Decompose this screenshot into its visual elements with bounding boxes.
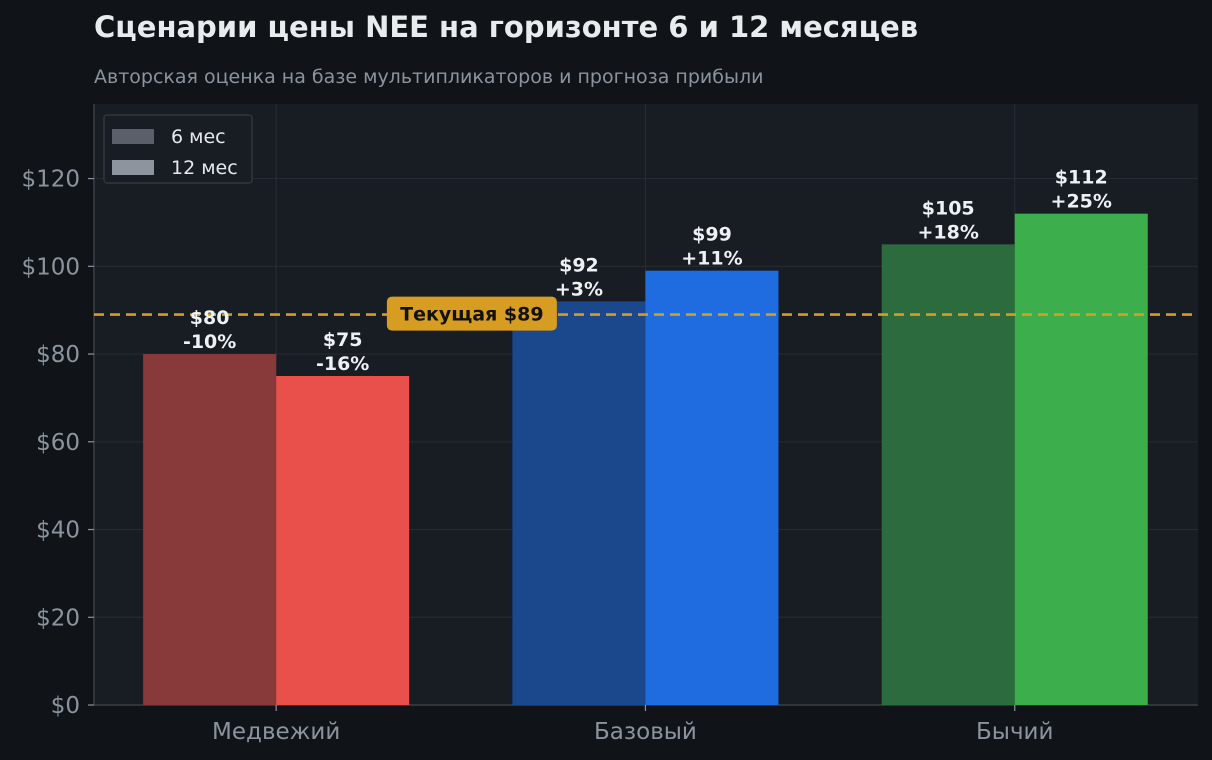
bar-change-label: -16% — [316, 353, 369, 375]
y-tick-label: $100 — [21, 254, 80, 280]
bar-change-label: +3% — [555, 278, 603, 300]
bar-price-label: $99 — [692, 224, 732, 246]
reference-label: Текущая $89 — [400, 304, 543, 326]
bar-price-label: $112 — [1055, 167, 1108, 189]
bar[interactable] — [512, 301, 646, 705]
bar-price-label: $75 — [323, 329, 363, 351]
y-tick-label: $60 — [36, 430, 80, 456]
y-tick-label: $40 — [36, 518, 80, 544]
chart-title: Сценарии цены NEE на горизонте 6 и 12 ме… — [94, 10, 919, 44]
bar-change-label: +18% — [918, 221, 979, 243]
bar-change-label: -10% — [183, 331, 236, 353]
chart-subtitle: Авторская оценка на базе мультипликаторо… — [94, 66, 764, 88]
bar[interactable] — [645, 270, 779, 705]
x-tick-label: Бычий — [976, 719, 1053, 745]
bar-price-label: $92 — [559, 254, 599, 276]
reference-label-box — [386, 296, 557, 331]
y-tick-label: $20 — [36, 605, 80, 631]
bar-price-label: $105 — [922, 197, 975, 219]
bar-change-label: +11% — [681, 248, 742, 270]
bar[interactable] — [1014, 213, 1148, 705]
y-tick-label: $0 — [51, 693, 80, 719]
legend-label: 12 мес — [171, 157, 238, 179]
legend-swatch — [112, 160, 154, 175]
bar[interactable] — [881, 244, 1015, 705]
legend-label: 6 мес — [171, 126, 226, 148]
bar-price-label: $80 — [190, 307, 230, 329]
x-tick-label: Базовый — [594, 719, 697, 745]
bar-change-label: +25% — [1051, 191, 1112, 213]
x-tick-label: Медвежий — [212, 719, 340, 745]
y-tick-label: $120 — [21, 167, 80, 193]
legend-swatch — [112, 129, 154, 144]
bar[interactable] — [276, 375, 410, 705]
bar[interactable] — [143, 354, 277, 705]
y-tick-label: $80 — [36, 342, 80, 368]
